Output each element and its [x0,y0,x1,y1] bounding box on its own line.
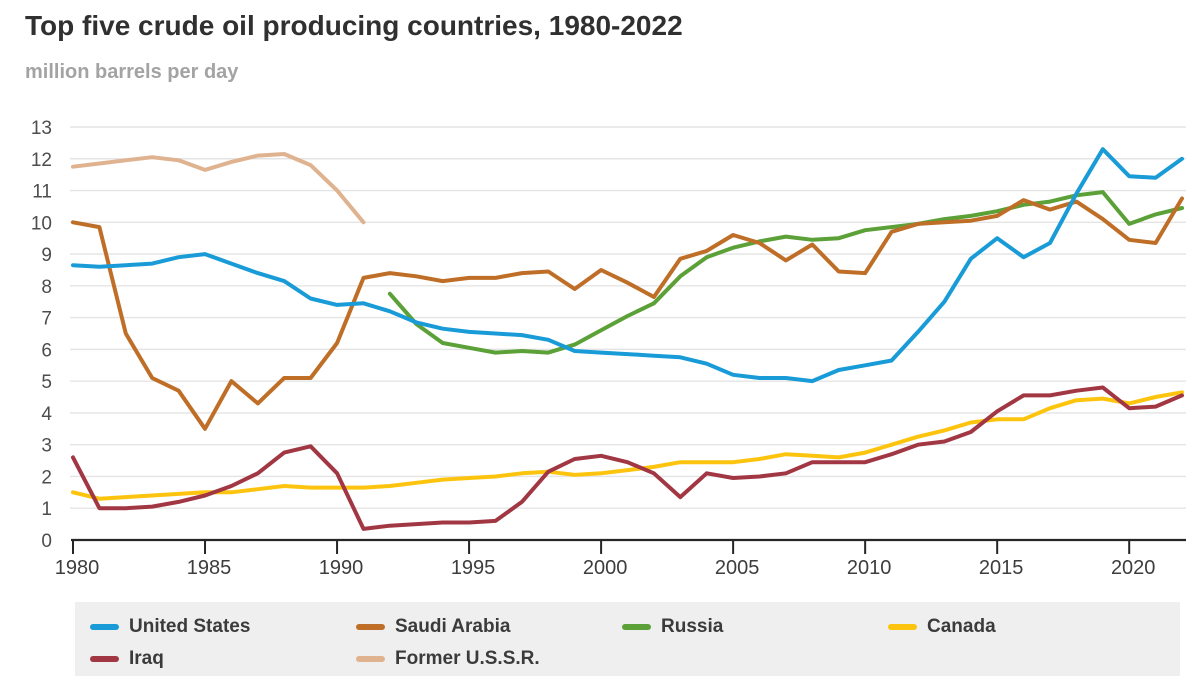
line-former-u-s-s-r [71,152,366,225]
x-tick-label-1985: 1985 [187,557,232,579]
line-canada [71,390,1184,501]
x-tick-label-2005: 2005 [715,557,760,579]
series-lines [71,147,1184,531]
legend-swatch-former-u-s-s-r [356,656,385,662]
page-title: Top five crude oil producing countries, … [25,10,683,41]
legend-label-russia: Russia [661,616,724,637]
x-tick-label-2015: 2015 [979,557,1024,579]
legend-item-russia[interactable]: Russia [622,616,888,638]
y-tick-label-8: 8 [41,277,52,298]
legend-swatch-iraq [90,656,119,662]
gridlines [70,126,1186,509]
x-tick-label-2010: 2010 [847,557,892,579]
y-axis-units-label: million barrels per day [25,61,239,83]
x-tick-label-2020: 2020 [1111,557,1156,579]
y-tick-label-12: 12 [31,150,52,171]
x-tick-label-2000: 2000 [583,557,628,579]
legend-swatch-russia [622,624,651,630]
x-tick-label-1995: 1995 [451,557,496,579]
line-iraq [71,385,1184,531]
y-tick-label-11: 11 [32,182,52,203]
y-tick-label-13: 13 [31,118,52,139]
legend-item-iraq[interactable]: Iraq [90,648,356,670]
legend-item-saudi-arabia[interactable]: Saudi Arabia [356,616,622,638]
y-tick-label-2: 2 [41,467,52,488]
legend-swatch-canada [888,624,917,630]
chart-legend: United States Saudi Arabia Russia Canada Ira… [75,602,1180,676]
line-united-states [71,147,1184,384]
y-tick-label-7: 7 [41,309,52,330]
y-tick-label-5: 5 [41,372,52,393]
legend-label-canada: Canada [927,616,996,637]
legend-swatch-united-states [90,624,119,630]
legend-item-united-states[interactable]: United States [90,616,356,638]
x-tick-label-1990: 1990 [319,557,364,579]
line-russia [387,190,1184,355]
y-tick-label-0: 0 [41,531,52,552]
y-tick-label-9: 9 [41,245,52,266]
line-saudi-arabia [71,196,1184,431]
legend-label-united-states: United States [129,616,251,637]
legend-item-canada[interactable]: Canada [888,616,1154,638]
y-tick-label-3: 3 [41,436,52,457]
legend-label-saudi-arabia: Saudi Arabia [395,616,511,637]
y-tick-label-10: 10 [31,213,52,234]
x-axis: 1980 1985 1990 1995 2000 2005 2010 2015 2020 [55,538,1186,579]
legend-label-iraq: Iraq [129,648,164,669]
legend-label-former-u-s-s-r: Former U.S.S.R. [395,648,540,669]
legend-swatch-saudi-arabia [356,624,385,630]
legend-item-former-u-s-s-r[interactable]: Former U.S.S.R. [356,648,622,670]
y-tick-label-6: 6 [41,340,52,361]
y-tick-label-4: 4 [41,404,52,425]
x-tick-label-1980: 1980 [55,557,100,579]
y-tick-label-1: 1 [41,499,52,520]
chart-header: Top five crude oil producing countries, … [0,10,1200,103]
